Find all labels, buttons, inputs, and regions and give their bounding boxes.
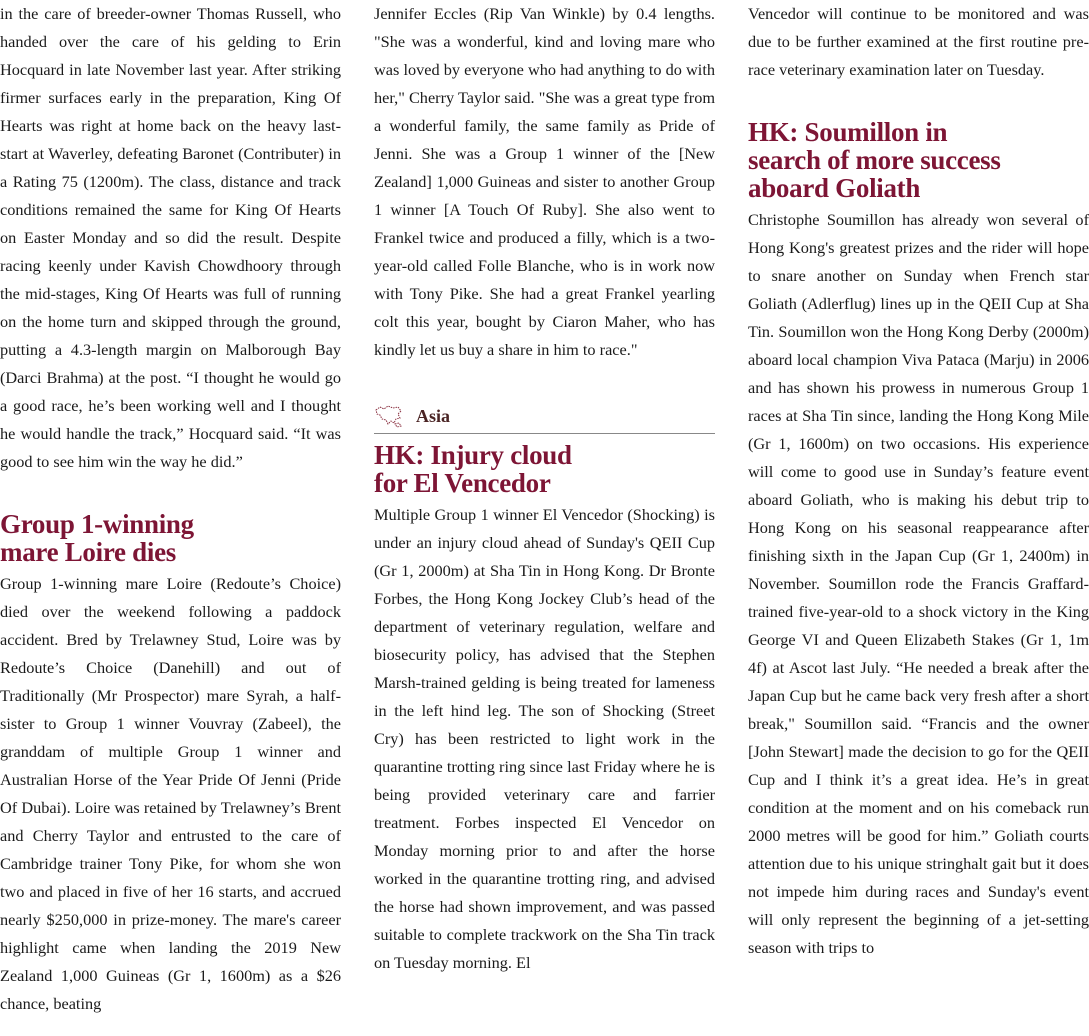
article-text: Jennifer Eccles (Rip Van Winkle) by 0.4 … — [374, 4, 715, 359]
headline-line: HK: Soumillon in — [748, 117, 948, 147]
article-headline: HK: Injury cloud for El Vencedor — [374, 441, 715, 497]
column-1: in the care of breeder-owner Thomas Russ… — [0, 0, 341, 1018]
article-headline: Group 1-winning mare Loire dies — [0, 510, 341, 566]
section-label: Asia — [416, 405, 451, 426]
headline-line: aboard Goliath — [748, 173, 921, 203]
headline-line: for El Vencedor — [374, 468, 551, 498]
article-text: Christophe Soumillon has already won sev… — [748, 210, 1089, 957]
article-text: Group 1-winning mare Loire (Redoute’s Ch… — [0, 574, 341, 1013]
section-header: Asia — [374, 399, 715, 434]
asia-map-icon — [375, 405, 402, 428]
headline-line: mare Loire dies — [0, 537, 176, 567]
article-text: in the care of breeder-owner Thomas Russ… — [0, 4, 341, 471]
column-2: Jennifer Eccles (Rip Van Winkle) by 0.4 … — [374, 0, 715, 977]
headline-line: Group 1-winning — [0, 509, 194, 539]
article-text: Multiple Group 1 winner El Vencedor (Sho… — [374, 505, 715, 972]
article-headline: HK: Soumillon in search of more success ab… — [748, 118, 1089, 202]
article-text: Vencedor will continue to be monitored a… — [748, 4, 1089, 79]
headline-line: HK: Injury cloud — [374, 440, 572, 470]
column-3: Vencedor will continue to be monitored a… — [748, 0, 1089, 962]
headline-line: search of more success — [748, 145, 1001, 175]
